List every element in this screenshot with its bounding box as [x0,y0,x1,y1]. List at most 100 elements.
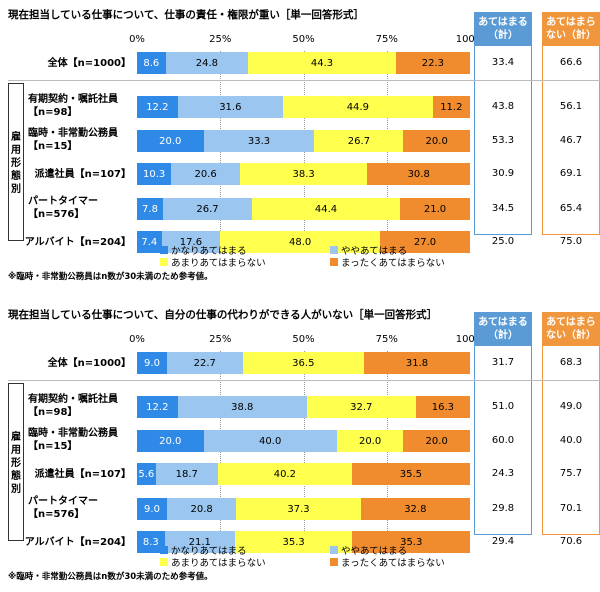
legend-swatch [160,258,168,266]
legend-item: あまりあてはまらない [160,555,266,569]
axis-tick-label: 50% [292,334,315,345]
not-at-all-segment: 27.0 [380,231,470,253]
stacked-bar: 7.8 26.7 44.4 21.0 [137,198,470,220]
disagree-total-value: 46.7 [559,135,583,146]
very-much-segment: 7.4 [137,231,162,253]
chart-title: 現在担当している仕事について、仕事の責任・権限が重い［単一回答形式］ [8,9,364,21]
disagree-total-value: 70.1 [559,503,583,514]
row-separator [8,80,600,81]
not-at-all-segment: 11.2 [432,96,470,118]
not-much-segment: 44.9 [283,96,433,118]
somewhat-segment: 40.0 [203,430,337,452]
somewhat-segment: 20.8 [167,498,237,520]
disagree-total-value: 68.3 [559,357,583,368]
stacked-bar: 20.0 40.0 20.0 20.0 [137,430,470,452]
not-much-segment: 26.7 [314,130,404,152]
employment-type-group-box [8,83,24,241]
very-much-segment: 8.6 [137,52,166,74]
axis-tick-label: 50% [292,34,315,45]
stacked-bar: 12.2 31.6 44.9 11.2 [137,96,470,118]
stacked-bar: 20.0 33.3 26.7 20.0 [137,130,470,152]
not-at-all-segment: 22.3 [395,52,470,74]
very-much-segment: 12.2 [137,96,178,118]
very-much-segment: 10.3 [137,163,172,185]
agree-total-value: 43.8 [491,101,515,112]
legend-swatch [160,558,168,566]
agree-total-value: 30.9 [491,168,515,179]
agree-total-value: 53.3 [491,135,515,146]
axis-tick-label: 75% [375,334,398,345]
legend-label: ややあてはまる [341,546,408,557]
legend-swatch [160,246,168,254]
legend-label: ややあてはまる [341,246,408,257]
agree-total-value: 24.3 [491,468,515,479]
not-at-all-segment: 35.3 [352,531,470,553]
very-much-segment: 7.8 [137,198,163,220]
legend-swatch [160,546,168,554]
not-much-segment: 37.3 [236,498,361,520]
employment-type-group-label: 雇用形態別 [11,432,21,495]
footnote: ※臨時・非常勤公務員はn数が30未満のため参考値。 [8,572,213,582]
row-label: パートタイマー 【n=576】 [28,496,98,520]
axis-tick-label: 100% [455,34,485,45]
agree-total-value: 31.7 [491,357,515,368]
employment-type-group-label: 雇用形態別 [11,132,21,195]
somewhat-segment: 17.6 [161,231,221,253]
disagree-total-value: 70.6 [559,536,583,547]
somewhat-segment: 24.8 [165,52,249,74]
row-separator [8,380,600,381]
very-much-segment: 8.3 [137,531,165,553]
chart-panel: 現在担当している仕事について、自分の仕事の代わりができる人がいない［単一回答形式… [0,300,600,592]
very-much-segment: 12.2 [137,396,178,418]
legend-item: かなりあてはまる [160,243,247,257]
somewhat-segment: 26.7 [163,198,252,220]
legend-item: ややあてはまる [330,243,407,257]
legend-swatch [330,546,338,554]
legend-swatch [330,246,338,254]
stacked-bar: 8.6 24.8 44.3 22.3 [137,52,470,74]
not-at-all-segment: 20.0 [403,130,470,152]
somewhat-segment: 22.7 [166,352,243,374]
footnote: ※臨時・非常勤公務員はn数が30未満のため参考値。 [8,272,213,282]
disagree-total-value: 49.0 [559,401,583,412]
stacked-bar: 7.4 17.6 48.0 27.0 [137,231,470,253]
somewhat-segment: 20.6 [171,163,240,185]
row-label: 有期契約・嘱託社員 【n=98】 [28,394,118,418]
not-much-segment: 20.0 [336,430,404,452]
row-label: 派遣社員【n=107】 [34,169,131,180]
row-label: アルバイト【n=204】 [24,537,131,548]
not-at-all-segment: 32.8 [360,498,470,520]
not-at-all-segment: 31.8 [364,352,470,374]
legend-label: かなりあてはまる [171,546,247,557]
agree-total-value: 25.0 [491,236,515,247]
disagree-total-value: 75.7 [559,468,583,479]
not-at-all-segment: 20.0 [403,430,470,452]
not-much-segment: 48.0 [220,231,381,253]
legend-label: まったくあてはまらない [341,258,445,269]
legend-label: かなりあてはまる [171,246,247,257]
stacked-bar: 12.2 38.8 32.7 16.3 [137,396,470,418]
row-label: 有期契約・嘱託社員 【n=98】 [28,94,118,118]
row-label: 全体【n=1000】 [47,358,131,369]
employment-type-group-box [8,383,24,541]
stacked-bar: 8.3 21.1 35.3 35.3 [137,531,470,553]
agree-total-value: 33.4 [491,57,515,68]
axis-tick-label: 25% [209,34,232,45]
row-label: 臨時・非常勤公務員 【n=15】 [28,428,118,452]
somewhat-segment: 38.8 [177,396,307,418]
agree-total-header: あてはまる（計） [474,312,532,346]
agree-total-value: 60.0 [491,435,515,446]
not-at-all-segment: 21.0 [400,198,470,220]
stacked-bar: 10.3 20.6 38.3 30.8 [137,163,470,185]
legend-swatch [330,258,338,266]
axis-tick-label: 25% [209,334,232,345]
somewhat-segment: 18.7 [155,463,218,485]
disagree-total-value: 65.4 [559,203,583,214]
axis-tick-label: 0% [129,334,145,345]
not-much-segment: 36.5 [242,352,365,374]
very-much-segment: 20.0 [137,430,204,452]
legend-item: あまりあてはまらない [160,255,266,269]
disagree-total-header: あてはまらない（計） [542,312,600,346]
axis-tick-label: 0% [129,34,145,45]
agree-total-value: 34.5 [491,203,515,214]
